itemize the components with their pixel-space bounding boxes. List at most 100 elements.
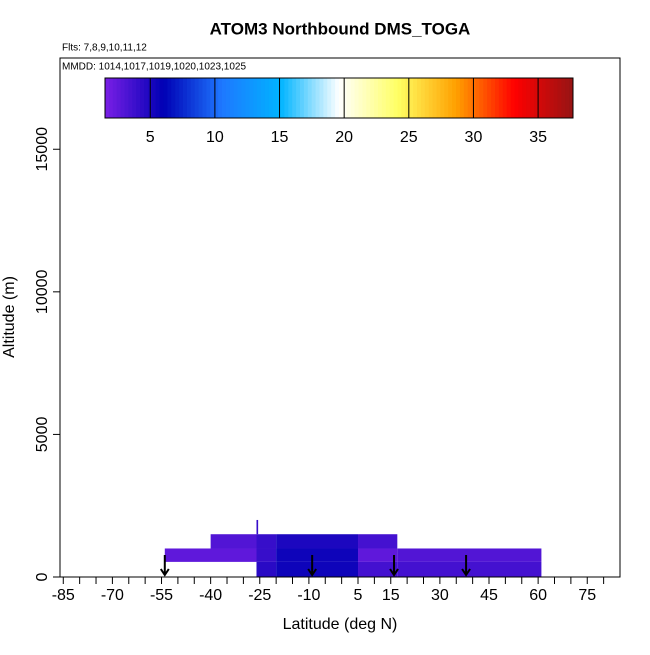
colorbar-segment: [397, 78, 402, 118]
x-tick-label: 75: [578, 587, 596, 604]
data-cell: [276, 548, 359, 562]
colorbar-segment: [112, 78, 118, 118]
colorbar-segment: [190, 78, 196, 118]
x-tick-label: -85: [52, 587, 75, 604]
colorbar-segment: [483, 78, 488, 118]
profile-arrow: [159, 555, 170, 577]
data-cell: [397, 548, 542, 562]
colorbar-segment: [296, 78, 301, 118]
y-tick-label: 15000: [34, 127, 51, 172]
colorbar-segment: [249, 78, 254, 118]
colorbar-segment: [413, 78, 418, 118]
x-tick-label: 15: [382, 587, 400, 604]
colorbar-segment: [514, 78, 519, 118]
colorbar-segment: [300, 78, 305, 118]
colorbar-tick-label: 15: [271, 129, 289, 146]
colorbar-segment: [307, 78, 313, 118]
plot-frame: [59, 57, 621, 578]
colorbar-segment: [120, 78, 125, 118]
colorbar-segment: [506, 78, 512, 118]
profile-arrow: [389, 555, 399, 577]
colorbar-tick-label: 10: [206, 129, 224, 146]
colorbar-segment: [553, 78, 558, 118]
colorbar-segment: [319, 78, 324, 118]
colorbar-segment: [272, 78, 278, 118]
colorbar-segment: [561, 78, 566, 118]
colorbar-segment: [381, 78, 387, 118]
colorbar-segment: [257, 78, 262, 118]
colorbar-segment: [405, 78, 410, 118]
y-tick-label: 5000: [34, 417, 51, 453]
colorbar-segment: [534, 78, 539, 118]
colorbar-segment: [436, 78, 441, 118]
colorbar-segment: [214, 78, 219, 118]
colorbar-segment: [132, 78, 137, 118]
colorbar-segment: [124, 78, 129, 118]
colorbar-segment: [253, 78, 258, 118]
colorbar-segment: [323, 78, 328, 118]
colorbar-segment: [179, 78, 184, 118]
colorbar-segment: [218, 78, 223, 118]
colorbar-segment: [280, 78, 285, 118]
x-axis-label: Latitude (deg N): [283, 616, 398, 633]
colorbar-segment: [327, 78, 332, 118]
colorbar-segment: [522, 78, 527, 118]
colorbar-segment: [346, 78, 352, 118]
colorbar-tick-label: 20: [335, 129, 353, 146]
annotation: MMDD: 1014,1017,1019,1020,1023,1025: [62, 62, 246, 73]
colorbar-segment: [284, 78, 289, 118]
colorbar-segment: [233, 78, 239, 118]
colorbar-segment: [292, 78, 297, 118]
x-tick-label: -10: [297, 587, 320, 604]
colorbar-segment: [401, 78, 406, 118]
colorbar-segment: [183, 78, 188, 118]
subtitle: Flts: 7,8,9,10,11,12: [62, 43, 147, 54]
colorbar-segment: [452, 78, 457, 118]
colorbar-segment: [530, 78, 535, 118]
colorbar-segment: [526, 78, 531, 118]
colorbar-segment: [335, 78, 340, 118]
colorbar-segment: [350, 78, 356, 118]
colorbar-segment: [163, 78, 168, 118]
colorbar-segment: [311, 78, 317, 118]
colorbar-segment: [428, 78, 434, 118]
colorbar-segment: [479, 78, 484, 118]
data-cell: [256, 548, 277, 562]
colorbar-segment: [108, 78, 114, 118]
x-tick-label: 5: [354, 587, 363, 604]
colorbar-frame: [104, 77, 574, 119]
colorbar-segment: [495, 78, 500, 118]
data-cell: [358, 548, 398, 562]
data-cell: [256, 534, 277, 549]
profile-arrow: [307, 555, 317, 577]
data-cell: [276, 534, 359, 549]
colorbar-segment: [116, 78, 122, 118]
colorbar-segment: [225, 78, 231, 118]
colorbar-segment: [151, 78, 157, 118]
colorbar-segment: [518, 78, 523, 118]
colorbar-segment: [385, 78, 391, 118]
colorbar-segment: [463, 78, 469, 118]
colorbar-segment: [140, 78, 145, 118]
colorbar-segment: [444, 78, 449, 118]
colorbar-segment: [206, 78, 211, 118]
colorbar-segment: [171, 78, 176, 118]
x-tick-label: -70: [101, 587, 124, 604]
colorbar-segment: [241, 78, 246, 118]
x-tick-label: -40: [199, 587, 222, 604]
colorbar-segment: [456, 78, 461, 118]
colorbar-segment: [202, 78, 207, 118]
colorbar-segment: [378, 78, 383, 118]
colorbar-segment: [545, 78, 551, 118]
colorbar-segment: [420, 78, 426, 118]
colorbar-segment: [366, 78, 371, 118]
colorbar-segment: [362, 78, 367, 118]
colorbar-segment: [487, 78, 492, 118]
colorbar-segment: [389, 78, 395, 118]
colorbar-segment: [440, 78, 445, 118]
colorbar-segment: [565, 78, 570, 118]
x-tick-label: -25: [248, 587, 271, 604]
colorbar-segment: [194, 78, 200, 118]
colorbar-segment: [459, 78, 465, 118]
